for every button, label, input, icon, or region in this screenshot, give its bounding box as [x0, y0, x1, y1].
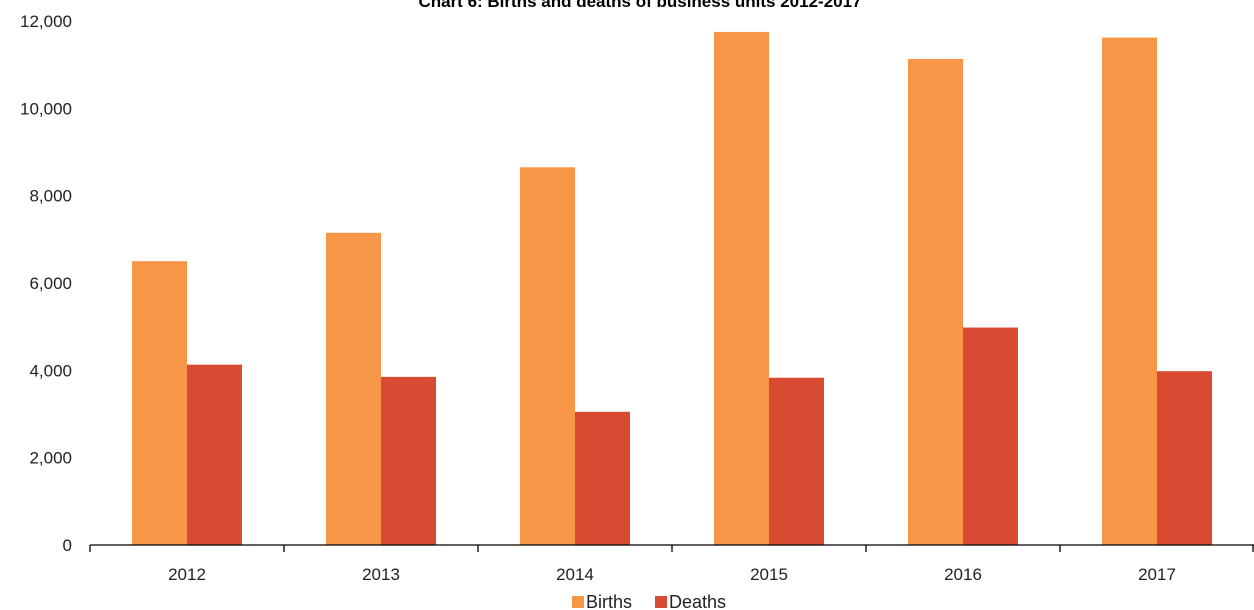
y-tick-label: 2,000	[29, 449, 72, 468]
y-tick-label: 10,000	[20, 99, 72, 118]
legend-label-births: Births	[586, 592, 632, 610]
x-axis: 2012 2013 2014 2015 2016 2017	[89, 544, 1254, 584]
legend: Births Deaths	[572, 592, 726, 610]
bar-deaths-2013	[381, 376, 436, 545]
x-tick-label: 2016	[944, 565, 982, 584]
legend-swatch-births	[572, 596, 584, 608]
x-tick-label: 2014	[556, 565, 594, 584]
bar-births-2012	[132, 261, 187, 545]
plot-area	[132, 31, 1212, 546]
y-tick-label: 12,000	[20, 12, 72, 31]
chart-title: Chart 6: Births and deaths of business u…	[418, 0, 861, 11]
x-tick-label: 2012	[168, 565, 206, 584]
y-tick-label: 4,000	[29, 361, 72, 380]
bar-deaths-2017	[1157, 371, 1212, 545]
x-tick-label: 2017	[1138, 565, 1176, 584]
y-axis: 0 2,000 4,000 6,000 8,000 10,000 12,000	[20, 12, 72, 555]
x-tick-label: 2015	[750, 565, 788, 584]
bar-births-2014	[520, 167, 575, 546]
legend-swatch-deaths	[655, 596, 667, 608]
legend-label-deaths: Deaths	[669, 592, 726, 610]
y-tick-label: 0	[63, 536, 72, 555]
y-tick-label: 8,000	[29, 187, 72, 206]
bar-deaths-2015	[769, 377, 824, 545]
x-tick-label: 2013	[362, 565, 400, 584]
bar-births-2013	[326, 232, 381, 546]
bar-births-2016	[908, 58, 963, 546]
bar-deaths-2012	[187, 364, 242, 545]
y-tick-label: 6,000	[29, 274, 72, 293]
bar-deaths-2014	[575, 411, 630, 545]
bar-deaths-2016	[963, 327, 1018, 545]
bar-births-2017	[1102, 37, 1157, 546]
bar-births-2015	[714, 31, 769, 545]
